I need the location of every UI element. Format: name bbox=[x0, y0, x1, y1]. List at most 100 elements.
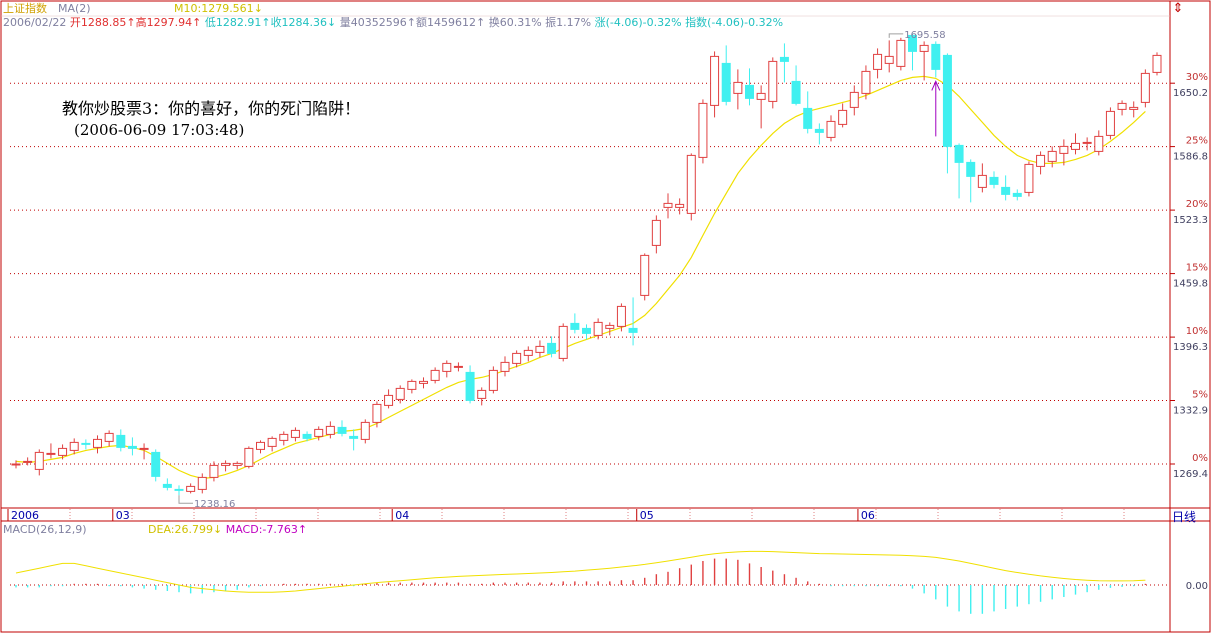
candle-body bbox=[1117, 102, 1127, 110]
candle-body bbox=[93, 438, 102, 448]
price-label: 1459.8 bbox=[1173, 279, 1208, 290]
candle bbox=[162, 478, 172, 491]
candle bbox=[58, 444, 68, 460]
candle bbox=[1094, 130, 1104, 156]
quote-high: 高1297.94↑ bbox=[135, 16, 202, 29]
flip-arrows-icon[interactable]: ⇕ bbox=[1172, 1, 1184, 16]
candle-body bbox=[290, 429, 300, 438]
candle bbox=[791, 65, 801, 106]
candle-body bbox=[81, 442, 91, 445]
candle bbox=[884, 40, 894, 73]
candle-body bbox=[838, 109, 848, 125]
candle-body bbox=[593, 321, 603, 336]
candle-body bbox=[58, 447, 68, 456]
quote-turnover: 换60.31% bbox=[488, 16, 542, 29]
candle-body bbox=[1082, 141, 1092, 144]
candle bbox=[1071, 133, 1080, 155]
candle bbox=[535, 340, 545, 358]
candle-body bbox=[500, 361, 510, 372]
candle bbox=[151, 449, 161, 482]
percent-label: 0% bbox=[1192, 453, 1208, 464]
candle-body bbox=[186, 485, 196, 492]
candle bbox=[1059, 139, 1069, 166]
candle bbox=[593, 318, 603, 340]
percent-label: 30% bbox=[1186, 72, 1208, 83]
candle bbox=[1117, 100, 1127, 116]
candle bbox=[977, 163, 987, 193]
high-leader bbox=[888, 33, 904, 38]
candle-body bbox=[512, 352, 522, 364]
candle bbox=[710, 51, 720, 118]
candle bbox=[465, 365, 475, 404]
candle bbox=[989, 171, 999, 189]
candle-body bbox=[954, 144, 964, 163]
candle bbox=[186, 483, 196, 494]
candle bbox=[1047, 146, 1057, 168]
candle bbox=[1129, 101, 1139, 118]
quote-date: 2006/02/22 bbox=[3, 16, 67, 29]
candle bbox=[419, 377, 428, 389]
candle-body bbox=[488, 369, 498, 391]
candle-body bbox=[34, 451, 44, 470]
candle bbox=[279, 431, 289, 446]
candle-body bbox=[710, 55, 720, 106]
candle bbox=[325, 421, 335, 439]
period-tab-daily[interactable]: 日线 bbox=[1172, 510, 1197, 524]
ma-value: M10:1279.561 bbox=[174, 2, 254, 15]
candle bbox=[966, 159, 976, 203]
candle bbox=[69, 438, 79, 455]
candle-body bbox=[209, 464, 219, 478]
candle bbox=[640, 253, 650, 301]
candle bbox=[861, 65, 871, 100]
candle-body bbox=[127, 445, 137, 449]
candle bbox=[127, 437, 137, 456]
price-label: 1523.3 bbox=[1173, 215, 1208, 226]
candle-body bbox=[814, 128, 824, 133]
candle bbox=[104, 430, 114, 447]
candle bbox=[395, 385, 405, 404]
candle-body bbox=[873, 53, 883, 70]
quote-volume: 量40352596↑ bbox=[339, 16, 416, 29]
candle bbox=[372, 401, 382, 428]
candle-body bbox=[861, 70, 871, 94]
candle-body bbox=[966, 161, 976, 177]
candle-body bbox=[465, 371, 475, 401]
candle bbox=[896, 37, 906, 71]
candle-body bbox=[570, 322, 580, 330]
candle-body bbox=[826, 120, 836, 138]
macd-dea-line bbox=[15, 550, 1146, 593]
candle bbox=[477, 387, 487, 406]
candle bbox=[81, 439, 91, 450]
price-label: 1332.9 bbox=[1173, 406, 1208, 417]
annotation-title: 教你炒股票3：你的喜好，你的死门陷阱！ bbox=[62, 99, 361, 118]
candle bbox=[745, 68, 754, 106]
candle-body bbox=[616, 305, 626, 327]
candle bbox=[1082, 137, 1092, 151]
macd-value: MACD:-7.763↑ bbox=[225, 523, 308, 536]
candle-body bbox=[908, 34, 917, 52]
candle-body bbox=[279, 433, 289, 441]
candle bbox=[430, 367, 440, 384]
candle-body bbox=[372, 403, 382, 423]
candle bbox=[826, 115, 836, 142]
candle-body bbox=[698, 102, 708, 158]
candle-body bbox=[384, 394, 394, 406]
macd-zero-label: 0.00 bbox=[1186, 581, 1208, 592]
candle bbox=[698, 99, 708, 164]
price-label: 1650.2 bbox=[1173, 88, 1208, 99]
candle-body bbox=[221, 462, 231, 466]
candle bbox=[139, 443, 149, 460]
quote-low: 低1282.91↑ bbox=[204, 16, 271, 29]
candle-body bbox=[442, 362, 452, 372]
candle-body bbox=[197, 476, 207, 490]
candle-body bbox=[349, 435, 359, 439]
candle-body bbox=[605, 324, 615, 329]
ma-arrow-icon: ↓ bbox=[253, 2, 263, 15]
candle-body bbox=[174, 488, 184, 491]
candle-body bbox=[256, 441, 265, 450]
price-label: 1396.3 bbox=[1173, 342, 1208, 353]
candle bbox=[1001, 175, 1011, 201]
quote-change: 涨(-4.06)-0.32% bbox=[594, 16, 682, 29]
